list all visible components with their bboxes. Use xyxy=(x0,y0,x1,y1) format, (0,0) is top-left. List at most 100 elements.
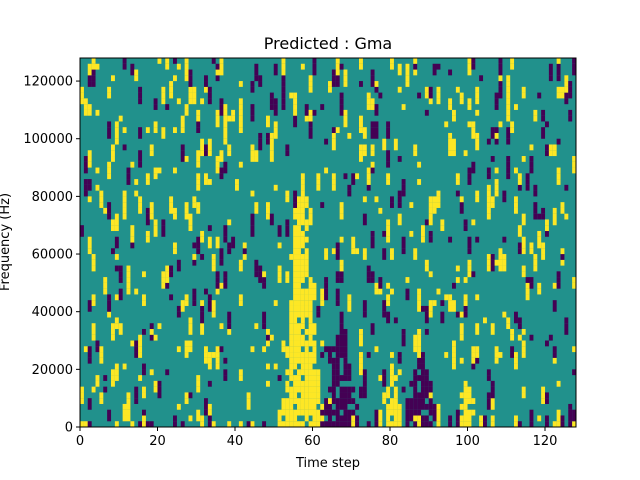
heatmap-cell xyxy=(223,104,228,110)
heatmap-cell xyxy=(455,421,460,428)
heatmap-cell xyxy=(138,86,143,93)
heatmap-cell xyxy=(494,184,499,191)
heatmap-cell xyxy=(297,288,301,295)
heatmap-cell xyxy=(95,167,100,174)
heatmap-cell xyxy=(196,161,201,168)
heatmap-cell xyxy=(417,363,422,370)
heatmap-cell xyxy=(413,144,418,151)
heatmap-cell xyxy=(471,409,476,416)
heatmap-cell xyxy=(572,421,577,428)
heatmap-cell xyxy=(184,69,189,76)
heatmap-cell xyxy=(463,277,468,283)
heatmap-cell xyxy=(374,282,379,289)
heatmap-cell xyxy=(308,277,313,283)
heatmap-cell xyxy=(343,340,348,347)
heatmap-cell xyxy=(506,167,511,174)
heatmap-cell xyxy=(424,305,429,312)
heatmap-cell xyxy=(564,92,569,99)
heatmap-cell xyxy=(308,409,313,416)
heatmap-cell xyxy=(227,421,232,428)
heatmap-cell xyxy=(413,340,418,347)
heatmap-cell xyxy=(87,403,92,410)
heatmap-cell xyxy=(351,398,356,404)
heatmap-cell xyxy=(506,109,511,116)
heatmap-cell xyxy=(514,317,518,324)
heatmap-cell xyxy=(541,386,546,393)
heatmap-cell xyxy=(529,144,534,151)
heatmap-cell xyxy=(266,202,270,208)
heatmap-cell xyxy=(401,179,406,185)
heatmap-cell xyxy=(529,167,534,174)
heatmap-cell xyxy=(413,386,418,393)
heatmap-cell xyxy=(173,421,177,428)
heatmap-cell xyxy=(207,403,212,410)
heatmap-cell xyxy=(304,265,309,272)
heatmap-cell xyxy=(486,196,491,203)
heatmap-cell xyxy=(355,415,360,422)
heatmap-cell xyxy=(514,421,518,428)
heatmap-cell xyxy=(440,300,445,306)
heatmap-cell xyxy=(153,98,158,105)
heatmap-cell xyxy=(517,323,522,330)
heatmap-cell xyxy=(273,121,278,128)
heatmap-cell xyxy=(331,375,336,381)
heatmap-cell xyxy=(235,179,239,185)
heatmap-cell xyxy=(142,271,146,278)
heatmap-cell xyxy=(153,219,158,226)
heatmap-cell xyxy=(525,282,530,289)
heatmap-cell xyxy=(196,248,201,255)
heatmap-cell xyxy=(393,403,398,410)
heatmap-cell xyxy=(130,69,135,76)
heatmap-cell xyxy=(173,248,177,255)
heatmap-cell xyxy=(184,156,189,162)
heatmap-cell xyxy=(281,69,286,76)
heatmap-cell xyxy=(463,392,468,399)
heatmap-cell xyxy=(293,242,298,249)
heatmap-cell xyxy=(300,305,305,312)
heatmap-cell xyxy=(173,415,177,422)
heatmap-cell xyxy=(269,138,274,145)
heatmap-cell xyxy=(138,156,143,162)
heatmap-cell xyxy=(99,202,104,208)
heatmap-cell xyxy=(486,259,491,266)
heatmap-cell xyxy=(455,277,460,283)
heatmap-cell xyxy=(351,421,356,428)
heatmap-cell xyxy=(514,363,518,370)
heatmap-cell xyxy=(207,352,212,358)
heatmap-cell xyxy=(455,173,460,180)
heatmap-cell xyxy=(134,392,139,399)
heatmap-cell xyxy=(285,230,290,237)
heatmap-cell xyxy=(285,190,290,197)
heatmap-cell xyxy=(169,202,174,208)
heatmap-cell xyxy=(382,300,387,306)
heatmap-cell xyxy=(413,375,418,381)
heatmap-cell xyxy=(564,184,569,191)
heatmap-cell xyxy=(176,305,181,312)
heatmap-cell xyxy=(87,248,92,255)
heatmap-cell xyxy=(382,375,387,381)
heatmap-cell xyxy=(118,328,123,335)
heatmap-cell xyxy=(529,156,534,162)
heatmap-cell xyxy=(293,248,298,255)
heatmap-cell xyxy=(316,375,321,381)
heatmap-cell xyxy=(316,173,321,180)
heatmap-cell xyxy=(281,92,286,99)
heatmap-cell xyxy=(269,98,274,105)
heatmap-cell xyxy=(568,421,573,428)
heatmap-cell xyxy=(180,121,185,128)
heatmap-cell xyxy=(378,421,383,428)
heatmap-cell xyxy=(196,115,201,122)
heatmap-cell xyxy=(374,104,379,110)
heatmap-cell xyxy=(281,421,286,428)
heatmap-cell xyxy=(204,398,208,404)
heatmap-cell xyxy=(149,213,154,220)
heatmap-cell xyxy=(517,225,522,232)
heatmap-cell xyxy=(448,132,453,139)
heatmap-cell xyxy=(196,156,201,162)
heatmap-cell xyxy=(258,138,263,145)
heatmap-cell xyxy=(417,288,422,295)
heatmap-cell xyxy=(316,369,321,376)
heatmap-cell xyxy=(207,98,212,105)
heatmap-cell xyxy=(114,138,119,145)
